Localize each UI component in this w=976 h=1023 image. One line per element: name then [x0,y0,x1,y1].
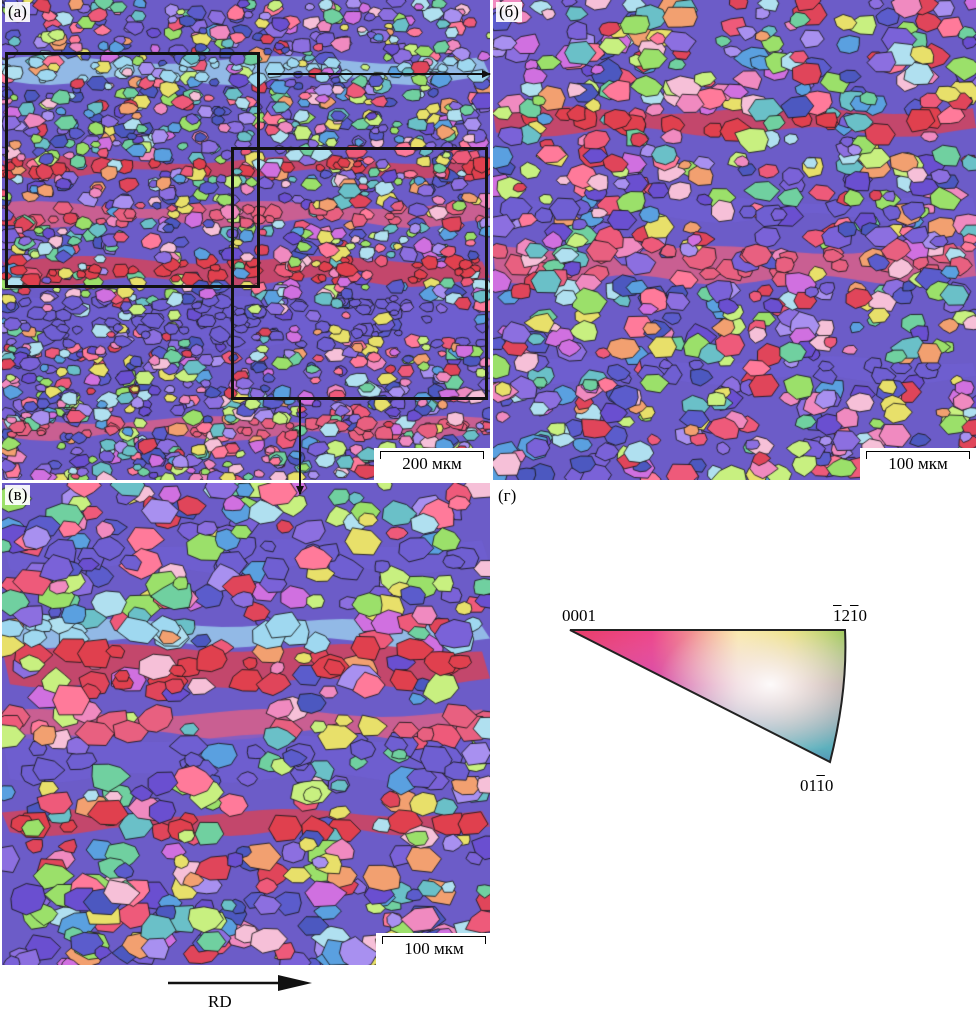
ebsd-map-b-image [493,0,976,480]
scale-bar-c-line [382,936,486,944]
ipf-vertex-basal-label: 0001 [562,606,596,625]
scale-bar-b: 100 мкм [860,448,976,480]
scale-bar-c: 100 мкм [376,933,492,965]
scale-bar-c-text: 100 мкм [404,939,464,958]
panel-label-d: (г) [498,486,517,505]
ebsd-map-panel-b: (б) [493,0,976,480]
ebsd-map-panel-a: (a) [2,0,490,480]
ebsd-map-c-image [2,483,490,965]
ebsd-map-panel-c: (в) [2,483,490,965]
panel-label-c: (в) [5,485,31,505]
ipf-vertex-0110-label: 0110 [800,776,834,795]
panel-label-a: (a) [5,2,30,22]
ipf-color-key [569,629,847,764]
ipf-vertex-1210-label: 1210 [833,606,867,625]
scale-bar-a-line [380,451,484,459]
panel-label-b: (б) [496,2,522,22]
rd-arrow-icon [168,975,312,991]
ebsd-map-a-image [2,0,490,480]
scale-bar-a-text: 200 мкм [402,454,462,473]
rolling-direction-label: RD [208,992,232,1011]
scale-bar-b-text: 100 мкм [888,454,948,473]
scale-bar-b-line [866,451,970,459]
scale-bar-a: 200 мкм [374,448,490,480]
